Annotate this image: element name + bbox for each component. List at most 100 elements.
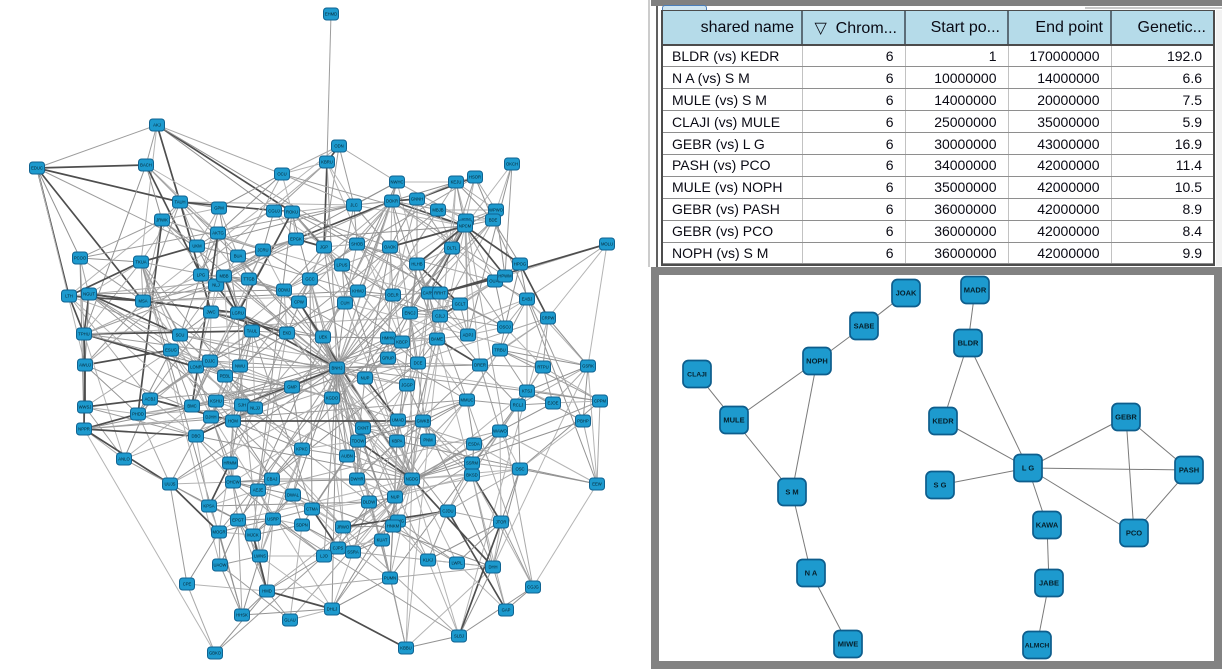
svg-text:GNNH: GNNH: [411, 197, 423, 202]
svg-text:KLKJ: KLKJ: [423, 558, 433, 563]
svg-text:GPM: GPM: [214, 206, 224, 211]
svg-text:BMC: BMC: [187, 404, 196, 409]
svg-text:S M: S M: [785, 488, 798, 497]
svg-text:DJHH: DJHH: [205, 415, 216, 420]
svg-text:PBHP: PBHP: [577, 419, 589, 424]
svg-text:ODN: ODN: [334, 144, 343, 149]
svg-text:HOM: HOM: [228, 419, 238, 424]
svg-text:DLTL: DLTL: [447, 246, 458, 251]
svg-text:OHCW: OHCW: [226, 480, 239, 485]
svg-text:ESDA: ESDA: [468, 442, 480, 447]
svg-text:BDE: BDE: [489, 218, 498, 223]
svg-text:SLBJ: SLBJ: [454, 634, 464, 639]
svg-text:UAOW: UAOW: [213, 563, 226, 568]
svg-text:SSRA: SSRA: [347, 550, 359, 555]
svg-text:WWSJ: WWSJ: [79, 405, 92, 410]
svg-text:BLDR: BLDR: [958, 339, 979, 348]
svg-text:SJH: SJH: [238, 403, 246, 408]
svg-text:NGDG: NGDG: [406, 477, 419, 482]
svg-text:UUJS: UUJS: [165, 482, 176, 487]
svg-text:ODWJ: ODWJ: [278, 288, 290, 293]
svg-text:JWC: JWC: [206, 310, 215, 315]
svg-text:DBO: DBO: [191, 434, 201, 439]
svg-text:GMP: GMP: [287, 385, 297, 390]
svg-text:MJCK: MJCK: [247, 533, 259, 538]
svg-text:KTSJ: KTSJ: [522, 389, 532, 394]
svg-text:OSC: OSC: [515, 467, 524, 472]
svg-text:EHMD: EHMD: [325, 12, 337, 17]
svg-text:BKSD: BKSD: [466, 473, 477, 478]
svg-text:CJPS: CJPS: [333, 546, 344, 551]
svg-text:HMD: HMD: [262, 589, 272, 594]
svg-text:EABJ: EABJ: [522, 297, 532, 302]
svg-text:LWNS: LWNS: [254, 554, 266, 559]
svg-text:GWKB: GWKB: [417, 419, 430, 424]
svg-text:RTPU: RTPU: [537, 365, 548, 370]
svg-text:CPE: CPE: [183, 582, 192, 587]
svg-text:WAWO: WAWO: [493, 429, 507, 434]
svg-text:OSOJ: OSOJ: [499, 325, 510, 330]
svg-text:NLJ: NLJ: [212, 283, 219, 288]
svg-text:ESUG: ESUG: [165, 348, 177, 353]
svg-text:MBJB: MBJB: [432, 208, 443, 213]
svg-text:OKCH: OKCH: [506, 162, 518, 167]
svg-text:EJOE: EJOE: [548, 401, 559, 406]
svg-text:KEJU: KEJU: [451, 180, 462, 185]
svg-text:DRER: DRER: [474, 363, 486, 368]
svg-text:MULE: MULE: [723, 416, 744, 425]
svg-text:L G: L G: [1022, 464, 1035, 473]
svg-text:KBRU: KBRU: [321, 160, 333, 165]
svg-text:JTOR: JTOR: [496, 520, 507, 525]
svg-text:UMAD: UMAD: [392, 418, 404, 423]
svg-text:ENCJ: ENCJ: [405, 311, 416, 316]
svg-text:DLDW: DLDW: [363, 500, 375, 505]
svg-text:HRMM: HRMM: [223, 461, 237, 466]
svg-text:KBBU: KBBU: [400, 646, 411, 651]
svg-text:S G: S G: [934, 481, 947, 490]
svg-text:SCU: SCU: [176, 333, 185, 338]
svg-text:CKNT: CKNT: [357, 426, 369, 431]
svg-text:JGP: JGP: [320, 245, 328, 250]
svg-text:HPWM: HPWM: [498, 274, 512, 279]
svg-text:KAWA: KAWA: [1036, 521, 1059, 530]
svg-text:ALMCH: ALMCH: [1025, 643, 1050, 650]
svg-text:KSHU: KSHU: [210, 399, 222, 404]
svg-text:MOLU: MOLU: [601, 242, 613, 247]
svg-text:TAUL: TAUL: [247, 329, 258, 334]
svg-text:DCE: DCE: [414, 361, 423, 366]
svg-text:EDUC: EDUC: [31, 166, 43, 171]
svg-text:KBCP: KBCP: [396, 340, 408, 345]
svg-text:CGUJ: CGUJ: [268, 209, 279, 214]
svg-text:MOGR: MOGR: [212, 530, 225, 535]
svg-text:DJJC: DJJC: [205, 359, 215, 364]
svg-text:BAME: BAME: [431, 337, 443, 342]
svg-text:KUAT: KUAT: [377, 538, 388, 543]
svg-text:PCOO: PCOO: [74, 256, 87, 261]
svg-text:LWPL: LWPL: [451, 561, 463, 566]
svg-text:JGGP: JGGP: [401, 383, 413, 388]
svg-text:HLHB: HLHB: [411, 262, 422, 267]
svg-text:NGUT: NGUT: [83, 292, 95, 297]
svg-text:LGRU: LGRU: [232, 311, 244, 316]
svg-text:MBB: MBB: [219, 274, 228, 279]
svg-text:PHDD: PHDD: [132, 412, 144, 417]
svg-text:KPKC: KPKC: [296, 447, 307, 452]
svg-text:NLJJ: NLJJ: [250, 406, 260, 411]
svg-text:CRPW: CRPW: [542, 316, 555, 321]
svg-text:HMHK: HMHK: [382, 336, 395, 341]
svg-text:TPHU: TPHU: [78, 332, 89, 337]
svg-text:NUP: NUP: [361, 376, 370, 381]
svg-text:EKD: EKD: [283, 331, 292, 336]
svg-text:AEJE: AEJE: [253, 488, 264, 493]
svg-text:EEW: EEW: [592, 482, 602, 487]
svg-text:GSRK: GSRK: [582, 364, 594, 369]
svg-text:OELR: OELR: [387, 293, 398, 298]
svg-text:OAOK: OAOK: [384, 245, 396, 250]
svg-text:CUH: CUH: [340, 301, 349, 306]
svg-text:NOPH: NOPH: [806, 357, 828, 366]
svg-text:HSOR: HSOR: [469, 175, 481, 180]
svg-text:HPOG: HPOG: [514, 262, 526, 267]
svg-text:PEBL: PEBL: [220, 374, 231, 379]
svg-text:CPW: CPW: [294, 300, 304, 305]
svg-text:JRWO: JRWO: [337, 525, 350, 530]
